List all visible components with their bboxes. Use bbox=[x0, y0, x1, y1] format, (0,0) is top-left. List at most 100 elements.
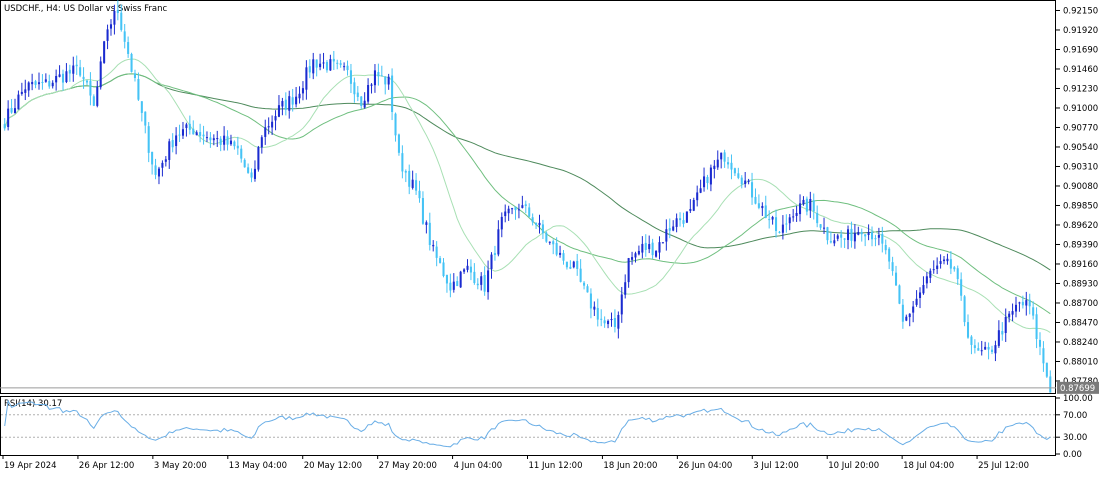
candle bbox=[877, 227, 880, 246]
candle bbox=[771, 215, 774, 225]
price-tick-label: 0.89620 bbox=[1063, 221, 1098, 231]
candle bbox=[61, 69, 65, 91]
rsi-tick-label: 0.00 bbox=[1063, 450, 1082, 460]
candle bbox=[706, 174, 709, 190]
candle bbox=[836, 233, 839, 242]
candle bbox=[884, 239, 887, 255]
candle bbox=[548, 241, 551, 245]
candle bbox=[96, 80, 99, 108]
time-tick-label: 10 Jul 20:00 bbox=[828, 461, 879, 471]
candle bbox=[325, 60, 328, 73]
candle bbox=[384, 76, 387, 95]
time-tick-label: 18 Jul 04:00 bbox=[903, 461, 954, 471]
candle bbox=[788, 213, 791, 231]
candle bbox=[713, 160, 716, 179]
candle bbox=[562, 249, 565, 265]
rsi-tick-label: 30.00 bbox=[1063, 433, 1087, 443]
candle bbox=[997, 320, 1000, 348]
candle bbox=[966, 314, 970, 339]
candle bbox=[103, 40, 106, 64]
candle bbox=[82, 67, 85, 89]
candle bbox=[312, 52, 315, 80]
candle bbox=[229, 134, 232, 146]
candle bbox=[833, 233, 836, 247]
candle bbox=[85, 79, 89, 86]
candle bbox=[802, 196, 805, 206]
candle bbox=[449, 273, 452, 298]
candle bbox=[274, 110, 277, 131]
candle bbox=[912, 300, 915, 323]
candle bbox=[685, 211, 688, 224]
candle bbox=[260, 135, 263, 154]
candle bbox=[905, 314, 908, 322]
price-tick-label: 0.88010 bbox=[1063, 357, 1098, 367]
candle bbox=[641, 236, 644, 259]
moving-average-fast bbox=[4, 58, 1051, 334]
candle bbox=[709, 164, 712, 192]
candle bbox=[459, 270, 462, 288]
candle bbox=[188, 115, 191, 135]
candle bbox=[932, 260, 935, 274]
candle bbox=[631, 251, 634, 265]
candle bbox=[586, 284, 589, 293]
candle bbox=[264, 119, 267, 145]
candle bbox=[627, 257, 630, 288]
candle bbox=[343, 62, 346, 71]
price-tick-label: 0.91690 bbox=[1063, 45, 1098, 55]
candle bbox=[946, 253, 949, 265]
candle bbox=[353, 77, 356, 103]
candle bbox=[31, 73, 34, 91]
candle bbox=[672, 220, 675, 232]
candle bbox=[473, 263, 476, 285]
candle bbox=[154, 158, 157, 180]
candle bbox=[271, 115, 274, 135]
candle bbox=[747, 178, 750, 185]
candle bbox=[349, 63, 352, 93]
candle bbox=[1001, 322, 1004, 341]
candle bbox=[963, 295, 966, 327]
candle bbox=[720, 152, 723, 169]
candle bbox=[610, 312, 613, 327]
candle bbox=[17, 90, 20, 110]
candle bbox=[867, 224, 870, 241]
candle bbox=[781, 215, 784, 240]
candle bbox=[428, 212, 431, 251]
candle bbox=[1021, 295, 1024, 309]
candle bbox=[596, 298, 599, 327]
candle bbox=[956, 265, 959, 285]
candle bbox=[970, 335, 973, 355]
candle bbox=[164, 156, 167, 167]
candle bbox=[785, 214, 788, 233]
candle bbox=[661, 242, 664, 244]
candle bbox=[977, 342, 980, 351]
candle bbox=[679, 212, 682, 227]
candle bbox=[829, 231, 832, 244]
chart-title: USDCHF., H4: US Dollar vs Swiss Franc bbox=[4, 4, 167, 14]
candle bbox=[898, 284, 901, 305]
candle bbox=[819, 223, 822, 231]
candle bbox=[987, 342, 990, 360]
candle bbox=[716, 150, 719, 170]
candle bbox=[288, 90, 291, 119]
candle bbox=[761, 202, 764, 216]
candle bbox=[291, 88, 294, 112]
candle bbox=[826, 226, 829, 245]
candle bbox=[487, 260, 490, 300]
candle bbox=[432, 240, 435, 252]
candle bbox=[329, 54, 332, 71]
candle bbox=[514, 206, 517, 220]
candle bbox=[175, 127, 178, 155]
candle bbox=[949, 251, 952, 275]
candle bbox=[236, 136, 239, 155]
candle bbox=[192, 120, 195, 135]
candle bbox=[497, 220, 500, 257]
rsi-tick-label: 70.00 bbox=[1063, 411, 1087, 421]
candle bbox=[377, 63, 380, 86]
candle bbox=[284, 92, 287, 116]
time-tick-label: 3 May 20:00 bbox=[154, 461, 207, 471]
candle bbox=[332, 50, 335, 70]
candle bbox=[922, 276, 925, 295]
candle bbox=[250, 168, 253, 183]
